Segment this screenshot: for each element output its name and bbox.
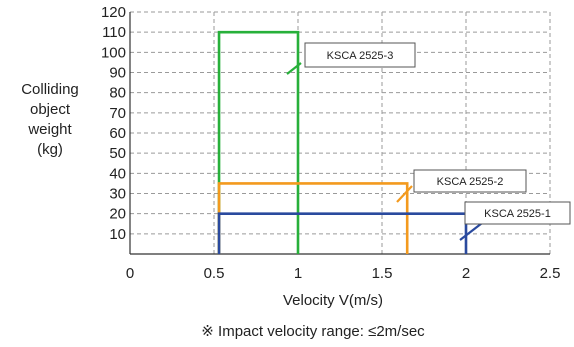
series-labels: KSCA 2525-3 KSCA 2525-2 KSCA 2525-1 [286,42,571,241]
y-tick-label: 90 [109,65,126,82]
x-tick-label: 2 [462,265,470,282]
callout-box [304,42,416,68]
y-tick-label: 10 [109,226,126,243]
x-axis-label: Velocity V(m/s) [282,292,384,309]
series-line [217,212,468,254]
series-line [217,30,300,254]
footnote: ※ Impact velocity range: ≤2m/sec [201,323,425,340]
x-tick-label: 0 [126,265,134,282]
x-tick-label: 0.5 [204,265,225,282]
series-label: KSCA 2525-3 [327,50,394,62]
axes [129,12,550,255]
y-axis-label-line: (kg) [37,141,63,158]
tick-labels: 10 20 30 40 50 60 70 80 90 100 110 120 0 0.5 1 1.5 2 2.5 [101,4,560,282]
y-tick-label: 120 [101,4,126,21]
x-tick-label: 2.5 [540,265,561,282]
y-tick-label: 40 [109,165,126,182]
y-axis-label-line: weight [28,121,72,138]
series-label: KSCA 2525-2 [437,176,504,188]
y-tick-label: 50 [109,145,126,162]
y-tick-label: 110 [102,24,126,41]
y-tick-label: 70 [109,105,126,122]
y-axis-label: Colliding object weight (kg) [0,80,100,160]
x-tick-label: 1.5 [372,265,393,282]
series-label: KSCA 2525-1 [484,208,551,220]
callout-box [413,169,527,193]
y-tick-label: 80 [109,85,126,102]
x-tick-label: 1 [294,265,302,282]
callout-leader-line [286,62,302,75]
y-axis-label-line: Colliding [21,81,79,98]
series-line [217,182,409,254]
callout-box [464,201,571,225]
y-tick-label: 100 [101,44,126,61]
y-tick-label: 60 [109,125,126,142]
callout-leader-line [396,185,413,203]
series-lines [217,30,468,254]
y-tick-label: 30 [109,186,126,203]
y-tick-label: 20 [109,206,126,223]
y-axis-label-line: object [29,101,71,118]
